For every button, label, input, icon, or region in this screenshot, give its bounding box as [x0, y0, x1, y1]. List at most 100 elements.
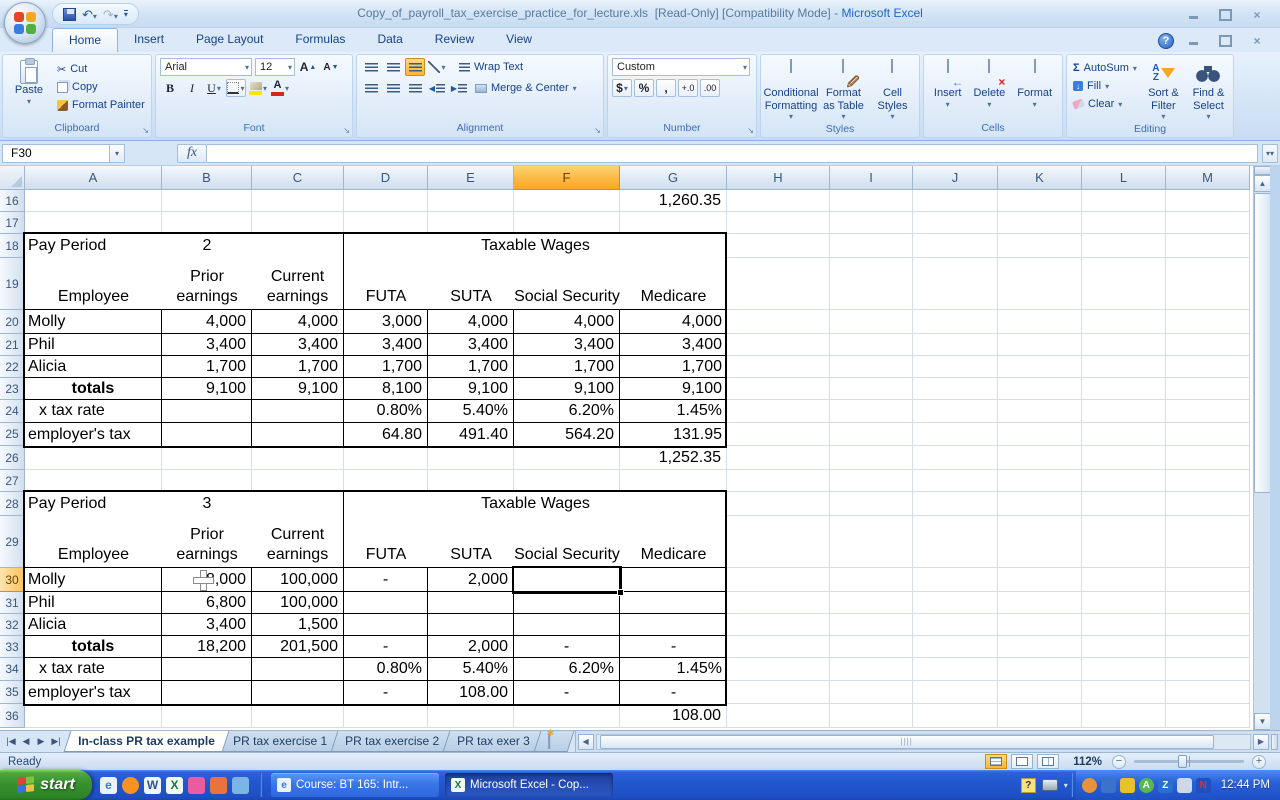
workbook-minimize-button[interactable]: [1180, 33, 1206, 48]
cell-A32[interactable]: Alicia: [25, 614, 162, 636]
cell-C31[interactable]: 100,000: [252, 592, 344, 614]
cell-F26[interactable]: [514, 446, 620, 470]
cell-J19[interactable]: [913, 258, 998, 310]
cell-L16[interactable]: [1082, 190, 1166, 212]
firefox-icon[interactable]: [122, 776, 139, 794]
cell-A18[interactable]: Pay Period: [25, 234, 162, 258]
zoom-level[interactable]: 112%: [1073, 755, 1102, 768]
cell-E30[interactable]: 2,000: [428, 568, 514, 592]
sheet-tab-pr-tax-exercise-2[interactable]: PR tax exercise 2: [330, 731, 454, 752]
customize-qat-button[interactable]: ▾: [123, 9, 128, 19]
cell-C18[interactable]: [252, 234, 344, 258]
redo-button[interactable]: ↷▾: [102, 6, 118, 22]
cell-C16[interactable]: [252, 190, 344, 212]
row-header-31[interactable]: 31: [0, 592, 25, 614]
cell-H29[interactable]: [727, 516, 830, 568]
cell-C32[interactable]: 1,500: [252, 614, 344, 636]
cell-D33[interactable]: -: [344, 636, 428, 658]
cell-B19[interactable]: Prior earnings: [162, 258, 252, 310]
name-box[interactable]: F30: [2, 143, 110, 163]
cell-D20[interactable]: 3,000: [344, 310, 428, 334]
formula-input[interactable]: [207, 143, 1258, 163]
cell-J23[interactable]: [913, 378, 998, 400]
help-button[interactable]: ?: [1158, 33, 1174, 49]
cell-C19[interactable]: Current earnings: [252, 258, 344, 310]
cell-A34[interactable]: x tax rate: [25, 658, 162, 681]
cell-M29[interactable]: [1166, 516, 1250, 568]
cell-A19[interactable]: Employee: [25, 258, 162, 310]
ribbon-tab-page-layout[interactable]: Page Layout: [196, 32, 264, 46]
cell-J30[interactable]: [913, 568, 998, 592]
cell-K31[interactable]: [998, 592, 1082, 614]
cell-I33[interactable]: [830, 636, 913, 658]
font-dialog-launcher[interactable]: ↘: [343, 126, 350, 135]
font-name-combo[interactable]: Arial ▾: [160, 58, 252, 76]
cell-F29[interactable]: Social Security: [514, 516, 620, 568]
ribbon-tab-review[interactable]: Review: [434, 32, 475, 46]
horizontal-scroll-thumb[interactable]: ||||: [599, 734, 1214, 749]
cell-I19[interactable]: [830, 258, 913, 310]
cell-D32[interactable]: [344, 614, 428, 636]
cell-I30[interactable]: [830, 568, 913, 592]
cell-K28[interactable]: [998, 492, 1082, 516]
cell-F22[interactable]: 1,700: [514, 356, 620, 378]
cell-E24[interactable]: 5.40%: [428, 400, 514, 423]
tray-chevron-icon[interactable]: ▾: [1063, 780, 1068, 790]
cell-E31[interactable]: [428, 592, 514, 614]
column-header-D[interactable]: D: [344, 166, 428, 190]
cell-F23[interactable]: 9,100: [514, 378, 620, 400]
row-header-17[interactable]: 17: [0, 212, 25, 234]
cell-M28[interactable]: [1166, 492, 1250, 516]
percent-style-button[interactable]: %: [634, 79, 654, 97]
cell-F36[interactable]: [514, 704, 620, 728]
number-dialog-launcher[interactable]: ↘: [747, 126, 754, 135]
cell-D17[interactable]: [344, 212, 428, 234]
cell-K21[interactable]: [998, 334, 1082, 356]
cell-B32[interactable]: 3,400: [162, 614, 252, 636]
cell-H16[interactable]: [727, 190, 830, 212]
cell-G29[interactable]: Medicare: [620, 516, 727, 568]
cell-B33[interactable]: 18,200: [162, 636, 252, 658]
ribbon-tab-home[interactable]: Home: [52, 28, 119, 52]
formula-bar-expand-button[interactable]: ▾▾: [1262, 143, 1278, 163]
cell-J33[interactable]: [913, 636, 998, 658]
merge-center-button[interactable]: Merge & Center ▾: [473, 79, 579, 97]
fill-color-button[interactable]: ▾: [248, 79, 268, 97]
clear-button[interactable]: Clear ▾: [1071, 95, 1139, 113]
column-header-E[interactable]: E: [428, 166, 514, 190]
cell-A26[interactable]: [25, 446, 162, 470]
insert-worksheet-tab[interactable]: [533, 731, 574, 752]
cell-B16[interactable]: [162, 190, 252, 212]
cell-E35[interactable]: 108.00: [428, 681, 514, 704]
minimize-button[interactable]: [1180, 7, 1206, 22]
cell-C33[interactable]: 201,500: [252, 636, 344, 658]
align-right-button[interactable]: [405, 79, 425, 97]
help-tray-icon[interactable]: ?: [1020, 777, 1036, 793]
cell-M16[interactable]: [1166, 190, 1250, 212]
cell-E17[interactable]: [428, 212, 514, 234]
increase-decimal-button[interactable]: +.0: [678, 79, 698, 97]
cell-M19[interactable]: [1166, 258, 1250, 310]
column-header-G[interactable]: G: [620, 166, 727, 190]
cell-G33[interactable]: -: [620, 636, 727, 658]
cell-J29[interactable]: [913, 516, 998, 568]
cell-G31[interactable]: [620, 592, 727, 614]
cell-D19[interactable]: FUTA: [344, 258, 428, 310]
cell-E33[interactable]: 2,000: [428, 636, 514, 658]
row-header-33[interactable]: 33: [0, 636, 25, 658]
zoom-in-button[interactable]: +: [1252, 754, 1266, 769]
cell-L22[interactable]: [1082, 356, 1166, 378]
cell-H20[interactable]: [727, 310, 830, 334]
sheet-tab-in-class-pr-tax-example[interactable]: In-class PR tax example: [63, 731, 230, 752]
number-format-combo[interactable]: Custom ▾: [612, 58, 750, 76]
row-header-32[interactable]: 32: [0, 614, 25, 636]
scroll-right-button[interactable]: ▶: [1253, 733, 1269, 750]
cell-I31[interactable]: [830, 592, 913, 614]
cell-J26[interactable]: [913, 446, 998, 470]
cell-C35[interactable]: [252, 681, 344, 704]
access-icon[interactable]: [188, 776, 205, 794]
page-layout-view-button[interactable]: [1011, 754, 1034, 769]
cell-M18[interactable]: [1166, 234, 1250, 258]
bottom-align-button[interactable]: [405, 58, 425, 76]
cell-K27[interactable]: [998, 470, 1082, 492]
